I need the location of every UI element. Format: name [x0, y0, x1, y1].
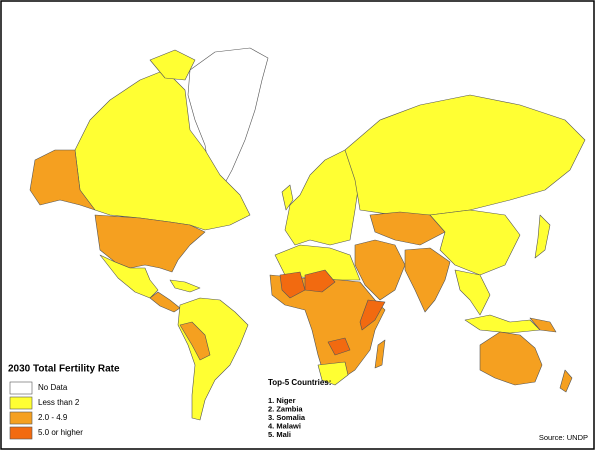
uk: [281, 184, 294, 211]
japan: [534, 214, 551, 259]
arctic-islands: [149, 49, 196, 81]
legend-label: No Data: [38, 383, 68, 392]
africa: [269, 274, 386, 381]
madagascar: [374, 339, 386, 369]
middle-east: [354, 239, 406, 301]
top-title: Top-5 Countries:: [268, 378, 331, 387]
legend-swatch: [9, 396, 33, 410]
legend-title: 2030 Total Fertility Rate: [8, 364, 120, 375]
legend-swatch: [9, 426, 33, 440]
legend-label: 5.0 or higher: [38, 428, 83, 437]
mexico: [99, 254, 159, 299]
somalia: [359, 299, 386, 331]
china: [429, 209, 521, 276]
top-country: 3. Somalia: [268, 413, 306, 422]
legend-label: Less than 2: [38, 398, 80, 407]
top-country: 5. Mali: [268, 430, 291, 439]
south-africa: [317, 361, 349, 386]
mali: [279, 271, 306, 299]
niger: [304, 269, 336, 293]
indonesia: [464, 314, 541, 334]
russia: [344, 94, 586, 216]
canada: [74, 69, 251, 231]
top-country: 1. Niger: [268, 396, 296, 405]
top-country: 4. Malawi: [268, 421, 301, 430]
zambia: [327, 337, 351, 356]
legend-label: 2.0 - 4.9: [38, 413, 68, 422]
andes-countries: [179, 321, 211, 361]
new-zealand: [559, 369, 573, 393]
alaska: [29, 149, 96, 211]
legend-swatch: [9, 411, 33, 425]
top-country: 2. Zambia: [268, 404, 303, 413]
south-asia: [404, 247, 451, 313]
world-map: [29, 47, 586, 421]
australia: [479, 331, 543, 386]
papua: [529, 317, 557, 333]
southeast-asia: [454, 269, 491, 316]
central-asia: [369, 211, 446, 246]
legend-swatch: [9, 381, 33, 395]
legend: 2030 Total Fertility Rate No Data Less th…: [8, 364, 120, 440]
caribbean: [169, 279, 201, 293]
source: Source: UNDP: [539, 433, 588, 442]
